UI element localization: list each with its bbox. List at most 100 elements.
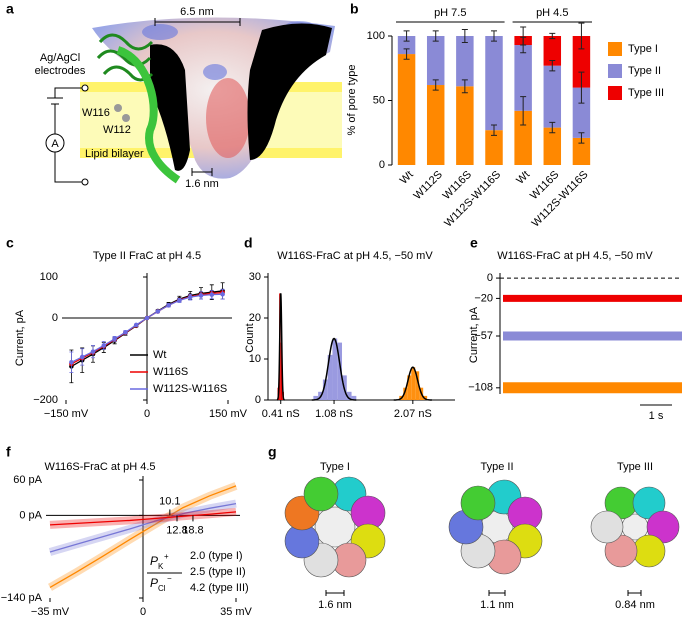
- ratio-value: 4.2 (type III): [190, 582, 249, 594]
- marker: [198, 293, 204, 298]
- y-tick-label: 100: [40, 271, 58, 283]
- y-tick-label: 60 pA: [13, 474, 42, 486]
- series-line: [49, 502, 237, 553]
- pore-structure: [203, 64, 227, 80]
- scale-label: 1.1 nm: [480, 599, 514, 611]
- pore-structure: [116, 46, 181, 184]
- legend-label: Wt: [153, 349, 166, 361]
- marker: [187, 294, 193, 300]
- scale-label: 6.5 nm: [180, 6, 214, 18]
- error-bar: [578, 22, 585, 50]
- residue-label: W112: [103, 124, 131, 136]
- view-title: Type II: [480, 461, 513, 473]
- chart-panel: % of pore type050100WtW112SW116SW112S-W1…: [346, 7, 664, 230]
- axes: [267, 273, 455, 401]
- histogram-bar: [351, 395, 357, 400]
- series-line: [49, 511, 237, 526]
- histogram-bar: [313, 395, 319, 400]
- error-bar: [520, 26, 527, 46]
- bar-segment: [572, 87, 591, 138]
- x-tick-label: 2.07 nS: [394, 408, 432, 420]
- marker: [177, 298, 182, 303]
- pore-structure: [206, 78, 250, 158]
- bar-segment: [456, 86, 474, 165]
- ratio-value: 2.5 (type II): [190, 566, 246, 578]
- pore-structure: [122, 114, 130, 122]
- x-tick-label: Wt: [514, 169, 532, 187]
- marker: [144, 315, 150, 321]
- marker: [123, 330, 128, 335]
- residue-label: W116: [82, 107, 110, 119]
- scale-bar-label: 1 s: [649, 410, 664, 422]
- y-tick-label: 0: [52, 312, 58, 324]
- marker: [166, 302, 171, 308]
- pore-structure: [150, 44, 190, 171]
- fit-curve: [276, 293, 285, 401]
- y-axis-label: Current, pA: [14, 309, 26, 366]
- histogram-bar: [346, 391, 352, 400]
- view-title: Type I: [320, 461, 350, 473]
- bar-segment: [397, 36, 416, 55]
- histogram-bar: [332, 338, 338, 400]
- bar-segment: [514, 110, 532, 165]
- pore-structure: [81, 84, 89, 92]
- histogram-bar: [411, 367, 416, 400]
- histogram-bar: [403, 387, 408, 400]
- y-axis-label: % of pore type: [346, 65, 358, 136]
- fit-curve: [311, 337, 357, 401]
- y-tick-label: −108: [468, 382, 493, 394]
- reversal-label: 10.1: [159, 495, 180, 507]
- y-tick-label: 0 pA: [19, 509, 42, 521]
- bar-segment: [485, 36, 503, 131]
- x-tick-label: −150 mV: [44, 408, 89, 420]
- subunits: [284, 476, 680, 578]
- y-tick-label: −57: [474, 330, 493, 342]
- pore-structure: [191, 168, 213, 176]
- chart-title: W116S-FraC at pH 4.5, −50 mV: [277, 250, 433, 262]
- marker: [133, 322, 139, 328]
- subunits: [314, 506, 356, 548]
- y-tick-label: 100: [367, 30, 385, 42]
- bar-segment: [572, 36, 591, 88]
- x-tick-label: 35 mV: [220, 606, 252, 618]
- bar-segment: [514, 45, 532, 111]
- electrode-label: Ag/AgCl: [40, 52, 80, 64]
- membrane-label: Lipid bilayer: [85, 148, 144, 160]
- bar-segment: [543, 65, 562, 128]
- x-tick-label: 0: [144, 408, 150, 420]
- ratio-charge: +: [164, 552, 169, 561]
- ratio-value: 2.0 (type I): [190, 550, 243, 562]
- marker: [112, 336, 117, 342]
- error-bar: [403, 30, 410, 42]
- error-bar: [549, 60, 556, 72]
- chart-title: W116S-FraC at pH 4.5, −50 mV: [497, 250, 653, 262]
- pore-structure: [45, 133, 65, 153]
- error-bar: [578, 71, 585, 104]
- marker: [220, 291, 225, 297]
- bar-segment: [456, 36, 474, 87]
- ratio-ion: K: [158, 562, 164, 571]
- x-tick-label: 150 mV: [209, 408, 248, 420]
- subunits: [590, 510, 624, 544]
- series-line: [49, 485, 237, 588]
- error-bar: [432, 30, 439, 42]
- x-tick-label: W112S: [411, 169, 444, 202]
- histogram-bar: [280, 342, 283, 400]
- legend-label: Type I: [628, 43, 658, 55]
- electrode-label: electrodes: [35, 65, 86, 77]
- error-bar: [461, 79, 468, 94]
- ratio-charge: −: [167, 574, 172, 583]
- scale-label: 1.6 nm: [185, 178, 219, 190]
- y-tick-label: 50: [373, 94, 385, 106]
- pore-top-views: [325, 590, 642, 596]
- reversal-label: 12.8: [166, 524, 187, 536]
- y-tick-label: −140 pA: [1, 592, 43, 604]
- histogram-bar: [337, 342, 343, 400]
- x-tick-label: −35 mV: [31, 606, 70, 618]
- legend-label: Type II: [628, 65, 661, 77]
- x-tick-label: 1.08 nS: [315, 408, 353, 420]
- legend-label: W112S-W116S: [153, 383, 227, 395]
- chart-panel: W116S-FraC at pH 4.5, −50 mV Current, pA 0…: [468, 250, 682, 422]
